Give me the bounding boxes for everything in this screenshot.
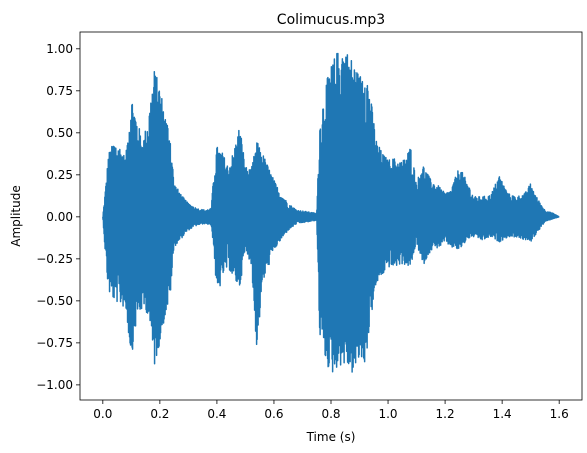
chart-title: Colimucus.mp3	[277, 12, 385, 28]
y-tick-label: 0.50	[46, 126, 73, 140]
y-tick-label: 0.25	[46, 168, 73, 182]
x-tick-label: 1.6	[550, 407, 569, 421]
x-tick-label: 1.4	[493, 407, 512, 421]
x-axis: 0.0 0.2 0.4 0.6 0.8 1.0 1.2 1.4 1.6	[93, 400, 569, 421]
x-tick-label: 0.0	[93, 407, 112, 421]
y-axis: −1.00 −0.75 −0.50 −0.25 0.00 0.25 0.50 0.75 1.00	[36, 42, 80, 392]
x-tick-label: 0.8	[321, 407, 340, 421]
x-axis-label: Time (s)	[306, 430, 356, 444]
waveform-line	[102, 52, 560, 373]
x-tick-label: 0.4	[207, 407, 226, 421]
y-tick-label: 1.00	[46, 42, 73, 56]
y-tick-label: 0.75	[46, 84, 73, 98]
x-tick-label: 1.0	[378, 407, 397, 421]
x-tick-label: 1.2	[436, 407, 455, 421]
y-tick-label: 0.00	[46, 210, 73, 224]
series-layer	[102, 52, 560, 373]
y-tick-label: −0.75	[36, 336, 73, 350]
y-tick-label: −1.00	[36, 378, 73, 392]
y-tick-label: −0.25	[36, 252, 73, 266]
y-axis-label: Amplitude	[9, 185, 23, 247]
x-tick-label: 0.2	[150, 407, 169, 421]
y-tick-label: −0.50	[36, 294, 73, 308]
x-tick-label: 0.6	[264, 407, 283, 421]
